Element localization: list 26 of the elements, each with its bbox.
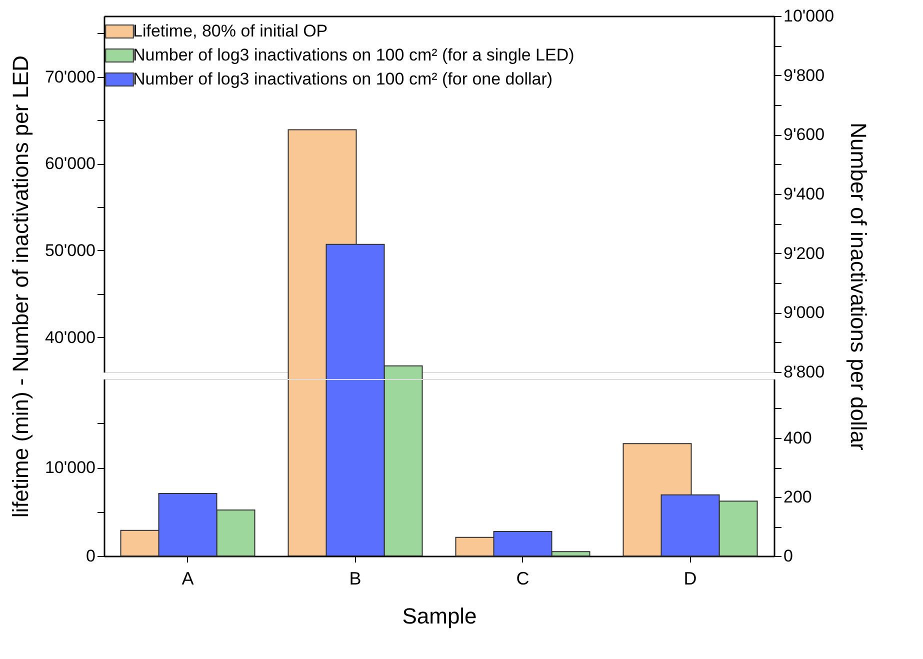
x-tick-label: A xyxy=(182,568,194,588)
y2-tick-label: 10'000 xyxy=(784,6,834,26)
y-tick-label: 60'000 xyxy=(44,154,96,174)
y2-tick-label: 9'000 xyxy=(784,303,825,322)
y2-tick-label: 8'800 xyxy=(784,362,825,382)
x-axis-title: Sample xyxy=(402,604,477,628)
legend-label: Number of log3 inactivations on 100 cm² (for a single LED) xyxy=(133,46,574,64)
y2-tick-label: 0 xyxy=(784,546,793,566)
x-tick-label: B xyxy=(349,568,362,588)
y2-tick-label: 9'600 xyxy=(784,125,825,144)
legend-label: Number of log3 inactivations on 100 cm² (for one dollar) xyxy=(133,70,553,88)
y2-tick-label: 400 xyxy=(784,428,812,448)
y-tick-label: 50'000 xyxy=(44,240,96,260)
x-tick-label: D xyxy=(684,568,697,588)
y2-tick-label: 200 xyxy=(784,488,812,506)
y2-tick-label: 9'400 xyxy=(784,184,825,204)
y-tick-label: 40'000 xyxy=(44,328,96,347)
y-tick-label: 10'000 xyxy=(44,458,96,477)
y-axis-title: lifetime (min) - Number of inactivations per LED xyxy=(8,55,33,518)
y-tick-label: 0 xyxy=(86,546,96,566)
y2-tick-label: 9'800 xyxy=(784,66,825,85)
y-tick-label: 70'000 xyxy=(44,67,96,86)
legend-label: Lifetime, 80% of initial OP xyxy=(133,22,328,40)
y2-axis-title: Number of inactivations per dollar xyxy=(846,122,872,450)
x-tick-label: C xyxy=(516,568,530,588)
y2-tick-label: 9'200 xyxy=(784,244,825,263)
